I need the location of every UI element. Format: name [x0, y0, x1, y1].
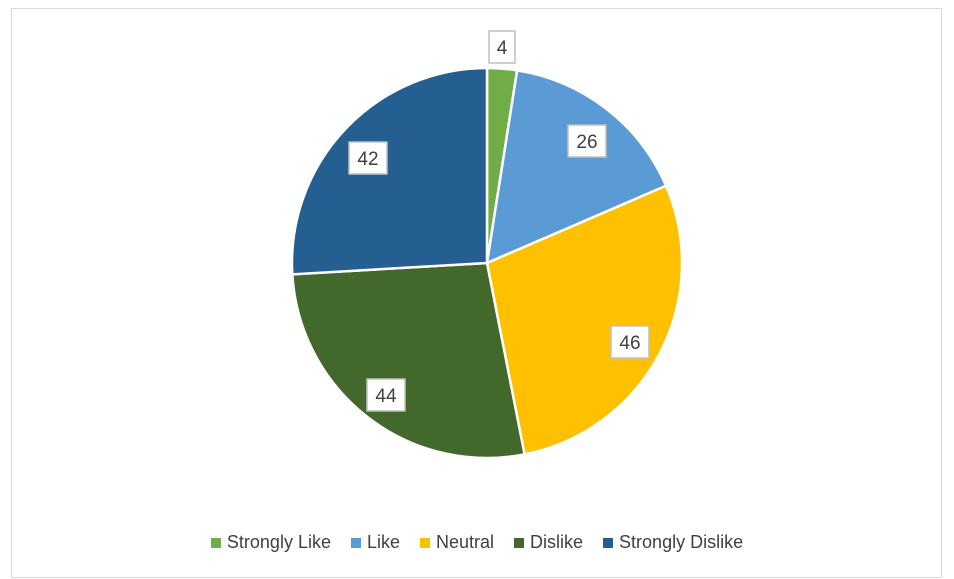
legend-item-strongly-dislike: Strongly Dislike: [603, 532, 743, 553]
data-label-box: [366, 378, 406, 412]
legend-label: Dislike: [530, 532, 584, 552]
data-label-box: [567, 124, 607, 158]
chart-legend: Strongly Like Like Neutral Dislike Strongly …: [0, 532, 954, 553]
data-label-text: 26: [576, 132, 597, 153]
pie-slices: [290, 66, 684, 460]
legend-label: Strongly Like: [226, 532, 331, 552]
legend-item-like: Like: [350, 532, 400, 553]
legend-swatch: [514, 537, 525, 548]
legend-swatch: [420, 537, 430, 548]
legend-label: Neutral: [436, 532, 495, 552]
legend-swatch: [603, 537, 614, 548]
legend-item-neutral: Neutral: [420, 532, 494, 553]
data-label-dislike: 44: [366, 378, 406, 412]
data-label-text: 44: [375, 386, 397, 407]
legend-swatch: [210, 537, 221, 548]
data-label-neutral: 46: [610, 325, 650, 359]
pie-data-labels: 4 26 46 44 42: [348, 30, 650, 412]
pie-slice-dislike: [291, 261, 527, 460]
data-label-like: 26: [567, 124, 607, 158]
legend-item-dislike: Dislike: [514, 532, 583, 553]
legend-swatch: [350, 537, 361, 548]
data-label-strongly-dislike: 42: [348, 141, 388, 175]
data-label-strongly-like: 4: [488, 30, 516, 64]
legend-item-strongly-like: Strongly Like: [210, 532, 331, 553]
pie-slice-like: [485, 68, 668, 266]
pie-slice-neutral: [485, 184, 684, 456]
data-label-text: 4: [497, 38, 508, 59]
data-label-text: 42: [357, 149, 378, 170]
pie-slice-strongly-dislike: [290, 66, 489, 276]
data-label-box: [610, 325, 650, 359]
data-label-box: [488, 30, 516, 64]
legend-label: Like: [366, 532, 400, 552]
legend-label: Strongly Dislike: [619, 532, 744, 552]
data-label-text: 46: [619, 333, 640, 354]
data-label-box: [348, 141, 388, 175]
